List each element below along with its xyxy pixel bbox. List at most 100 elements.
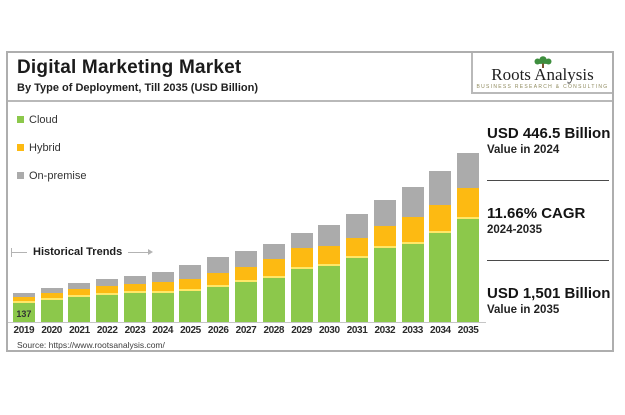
stat-caption: Value in 2035 [487, 304, 560, 316]
bar-2023 [123, 276, 146, 322]
x-axis-label-2026: 2026 [207, 325, 229, 336]
bar-2022-segment-hybrid [96, 286, 119, 295]
bar-2019-segment-cloud [12, 303, 35, 322]
bar-2032-segment-cloud [373, 248, 396, 322]
bar-2019-segment-hybrid [12, 297, 35, 303]
x-axis-label-2033: 2033 [402, 325, 423, 336]
bar-slot [121, 53, 149, 322]
bar-slot [288, 53, 316, 322]
bar-slot [399, 53, 427, 322]
bar-2033-segment-on-premise [401, 187, 424, 217]
bar-2035-segment-hybrid [457, 188, 480, 219]
x-axis-label-2031: 2031 [346, 325, 368, 336]
bar-2021 [68, 283, 91, 322]
bar-2031-segment-on-premise [346, 214, 369, 238]
bar-2031-segment-cloud [346, 258, 369, 322]
bar-2019-segment-on-premise [12, 293, 35, 297]
bar-2025 [179, 265, 202, 322]
legend-item-cloud: Cloud [17, 114, 86, 126]
bar-2032-segment-hybrid [373, 226, 396, 248]
bar-slot [177, 53, 205, 322]
page-title: Digital Marketing Market [17, 57, 242, 78]
bar-slot [149, 53, 177, 322]
x-axis-label-2021: 2021 [69, 325, 90, 336]
bar-slot [454, 53, 482, 322]
stat-value: 11.66% CAGR [487, 205, 586, 222]
bar-2034 [429, 171, 452, 322]
legend-item-hybrid: Hybrid [17, 141, 86, 154]
bar-2025-segment-on-premise [179, 265, 202, 279]
hybrid-swatch-icon [17, 144, 24, 151]
bar-2028-segment-on-premise [262, 244, 285, 259]
bar-2031-segment-hybrid [346, 238, 369, 258]
bar-2032 [373, 200, 396, 322]
brand-tagline: BUSINESS RESEARCH & CONSULTING [476, 83, 609, 90]
bar-2024-segment-cloud [151, 293, 174, 322]
stat-cagr: 11.66% CAGR 2024-2035 [487, 205, 617, 238]
bar-2028-segment-cloud [262, 278, 285, 322]
bar-2022-segment-on-premise [96, 279, 119, 286]
bar-2022-segment-cloud [96, 295, 119, 322]
brand-logo: Roots Analysis BUSINESS RESEARCH & CONSU… [471, 53, 612, 94]
on-premise-swatch-icon [17, 172, 24, 179]
cloud-swatch-icon [17, 116, 24, 123]
bar-slot [260, 53, 288, 322]
annotation-line [12, 251, 27, 253]
legend: Cloud Hybrid On-premise [17, 114, 86, 198]
header-divider [8, 100, 612, 102]
bar-2032-segment-on-premise [373, 200, 396, 226]
annotation-text: Historical Trends [33, 246, 123, 258]
bar-2026-segment-on-premise [207, 257, 230, 273]
bar-2034-segment-cloud [429, 233, 452, 322]
bar-2030-segment-cloud [318, 266, 341, 322]
bar-slot [66, 53, 94, 322]
bar-slot [232, 53, 260, 322]
stats-panel: USD 446.5 Billion Value in 2024 11.66% C… [487, 125, 617, 318]
chart-panel: Digital Marketing Market By Type of Depl… [6, 51, 614, 352]
stat-caption: 2024-2035 [487, 224, 542, 236]
bar-2035-segment-cloud [457, 219, 480, 322]
historical-trends-annotation: Historical Trends [11, 246, 154, 258]
x-axis-label-2027: 2027 [235, 325, 257, 336]
bar-2020-segment-cloud [40, 300, 63, 322]
bar-2033-segment-cloud [401, 244, 424, 322]
bar-slot [38, 53, 66, 322]
bar-2028-segment-hybrid [262, 259, 285, 278]
x-axis-label-2020: 2020 [41, 325, 62, 336]
bar-2027 [235, 251, 257, 322]
bar-2027-segment-on-premise [235, 251, 257, 267]
tree-icon [534, 55, 551, 68]
bar-2026-segment-cloud [207, 287, 230, 322]
x-axis-label-2025: 2025 [180, 325, 201, 336]
bar-2029-segment-cloud [290, 269, 313, 322]
bar-2034-segment-on-premise [429, 171, 452, 205]
bar-2033 [401, 187, 424, 322]
bar-2023-segment-on-premise [123, 276, 146, 284]
bar-2020-segment-hybrid [40, 293, 63, 300]
bar-2021-segment-on-premise [68, 283, 91, 289]
bar-2035-segment-on-premise [457, 153, 480, 188]
source-note: Source: https://www.rootsanalysis.com/ [17, 340, 165, 350]
stat-value: USD 1,501 Billion [487, 285, 611, 302]
stat-value: USD 446.5 Billion [487, 125, 611, 142]
bar-slot [343, 53, 371, 322]
legend-label: On-premise [29, 169, 87, 182]
bar-2031 [346, 214, 369, 322]
bar-2029 [290, 233, 313, 322]
bar-2019: 137 [12, 293, 35, 322]
bar-2024-segment-hybrid [151, 282, 174, 293]
annotation-line [128, 251, 149, 253]
bar-slot [315, 53, 343, 322]
x-axis-label-2028: 2028 [263, 325, 285, 336]
bar-2027-segment-hybrid [235, 267, 257, 282]
bar-2030 [318, 225, 341, 322]
bar-2027-segment-cloud [235, 282, 257, 322]
legend-label: Hybrid [29, 141, 61, 154]
page-subtitle: By Type of Deployment, Till 2035 (USD Bi… [17, 82, 259, 94]
stat-divider [487, 180, 609, 181]
x-axis-label-2023: 2023 [124, 325, 146, 336]
bar-2021-segment-hybrid [68, 289, 91, 297]
bar-slot: 137 [10, 53, 38, 322]
bar-2029-segment-on-premise [290, 233, 313, 248]
bar-2035 [457, 153, 480, 322]
